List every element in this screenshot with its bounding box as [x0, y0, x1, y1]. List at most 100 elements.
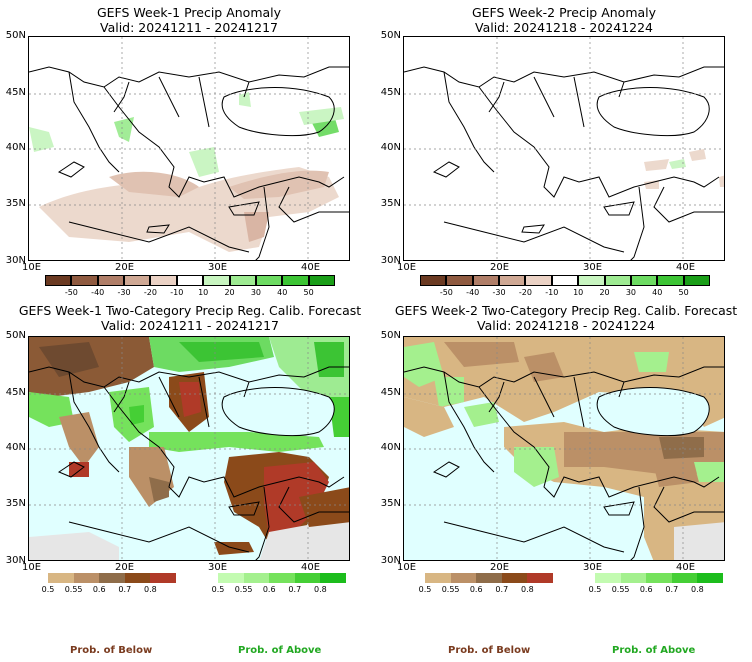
colorbar-swatch	[578, 275, 605, 286]
colorbar-swatch	[551, 275, 579, 286]
lat-label: 50N	[380, 30, 401, 41]
colorbar-swatch	[308, 275, 335, 286]
colorbar-swatch	[150, 275, 177, 286]
colorbar-swatch	[294, 573, 321, 583]
colorbar-swatch	[630, 275, 658, 286]
panel-3-title-text: GEFS Week-1 Two-Category Precip Reg. Cal…	[18, 303, 362, 318]
prob-above-label-2: Prob. of Above	[612, 645, 696, 656]
lat-label: 35N	[5, 198, 26, 209]
colorbar-tick: 0.7	[288, 585, 302, 594]
lat-label: 40N	[5, 442, 26, 453]
lon-label: 10E	[397, 262, 417, 273]
colorbar-swatch	[73, 573, 100, 583]
lat-label: 30N	[380, 555, 401, 566]
colorbar-tick: -20	[518, 288, 532, 297]
colorbar-tick: 0.7	[665, 585, 679, 594]
map-week1-anomaly	[28, 36, 350, 261]
lon-label: 30E	[208, 562, 228, 573]
colorbar-swatch	[124, 573, 151, 583]
colorbar-tick: 20	[224, 288, 235, 297]
colorbar-swatch	[472, 275, 500, 286]
colorbar-tick: 10	[198, 288, 209, 297]
colorbar-tick: 0.55	[234, 585, 253, 594]
colorbar-swatch	[697, 573, 723, 583]
colorbar-tick: -50	[439, 288, 453, 297]
colorbar-tick: 40	[652, 288, 663, 297]
colorbar-tick: 0.6	[469, 585, 483, 594]
panel-2-title: GEFS Week-2 Precip Anomaly Valid: 202412…	[403, 5, 725, 35]
map-week2-probability	[403, 336, 725, 561]
colorbar-tick: 0.5	[41, 585, 55, 594]
panel-1-title: GEFS Week-1 Precip Anomaly Valid: 202412…	[28, 5, 350, 35]
colorbar-swatch	[476, 573, 502, 583]
colorbar-tick: 0.8	[521, 585, 534, 594]
colorbar-swatch	[446, 275, 473, 286]
map-week2-anomaly-svg	[404, 37, 724, 260]
colorbar-swatch	[255, 275, 283, 286]
colorbar-tick: 0.8	[691, 585, 704, 594]
colorbar-swatch	[620, 573, 647, 583]
colorbar-swatch	[176, 275, 204, 286]
colorbar-tick: 0.5	[588, 585, 602, 594]
colorbar-tick: 0.6	[262, 585, 276, 594]
lat-label: 50N	[380, 330, 401, 341]
colorbar-swatch	[48, 573, 74, 583]
map-week2-probability-svg	[404, 337, 724, 560]
lat-label: 30N	[5, 255, 26, 266]
prob-below-colorbar-week1: 0.5 0.55 0.6 0.7 0.8	[42, 573, 176, 597]
panel-1-title-text: GEFS Week-1 Precip Anomaly	[96, 5, 282, 20]
colorbar-swatch	[99, 573, 125, 583]
panel-3-title: GEFS Week-1 Two-Category Precip Reg. Cal…	[10, 303, 370, 333]
colorbar-tick: -30	[117, 288, 131, 297]
lon-label: 30E	[208, 262, 228, 273]
colorbar-tick: -50	[64, 288, 78, 297]
colorbar-swatch	[320, 573, 346, 583]
panel-1-valid-text: Valid: 20241211 - 20241217	[99, 20, 278, 35]
lat-label: 30N	[5, 555, 26, 566]
colorbar-tick: 40	[277, 288, 288, 297]
colorbar-swatch	[657, 275, 684, 286]
colorbar-swatch	[150, 573, 176, 583]
colorbar-tick: 0.8	[144, 585, 157, 594]
prob-below-label: Prob. of Below	[70, 645, 153, 656]
lon-label: 10E	[22, 562, 42, 573]
prob-above-colorbar-week2: 0.5 0.55 0.6 0.7 0.8	[589, 573, 723, 597]
colorbar-swatch	[646, 573, 672, 583]
colorbar-tick: 20	[599, 288, 610, 297]
lat-label: 35N	[380, 498, 401, 509]
colorbar-swatch	[501, 573, 528, 583]
lat-label: 30N	[380, 255, 401, 266]
map-week1-probability-svg	[29, 337, 349, 560]
lon-label: 20E	[115, 262, 135, 273]
colorbar-swatch	[282, 275, 309, 286]
colorbar-tick: 0.7	[495, 585, 509, 594]
lon-label: 40E	[676, 562, 696, 573]
colorbar-tick: 0.8	[314, 585, 327, 594]
colorbar-tick: 0.5	[211, 585, 225, 594]
lon-label: 40E	[301, 562, 321, 573]
colorbar-swatch	[671, 573, 698, 583]
colorbar-tick: -40	[91, 288, 105, 297]
colorbar-swatch	[420, 275, 447, 286]
colorbar-swatch	[527, 573, 553, 583]
colorbar-tick: 30	[250, 288, 261, 297]
colorbar-tick: 30	[625, 288, 636, 297]
colorbar-tick: -10	[545, 288, 559, 297]
lat-label: 35N	[5, 498, 26, 509]
lon-label: 20E	[115, 562, 135, 573]
lat-label: 45N	[380, 387, 401, 398]
colorbar-tick: -30	[492, 288, 506, 297]
colorbar-tick: 50	[303, 288, 314, 297]
lat-label: 50N	[5, 30, 26, 41]
colorbar-swatch	[203, 275, 230, 286]
colorbar-tick: 0.55	[611, 585, 630, 594]
panel-4-title-text: GEFS Week-2 Two-Category Precip Reg. Cal…	[394, 303, 738, 318]
panel-4-valid-text: Valid: 20241218 - 20241224	[476, 318, 655, 333]
prob-above-label: Prob. of Above	[238, 645, 322, 656]
colorbar-swatch	[71, 275, 98, 286]
colorbar-tick: 0.5	[418, 585, 432, 594]
colorbar-tick: -20	[143, 288, 157, 297]
colorbar-tick: 0.55	[64, 585, 83, 594]
colorbar-swatch	[218, 573, 244, 583]
lat-label: 35N	[380, 198, 401, 209]
